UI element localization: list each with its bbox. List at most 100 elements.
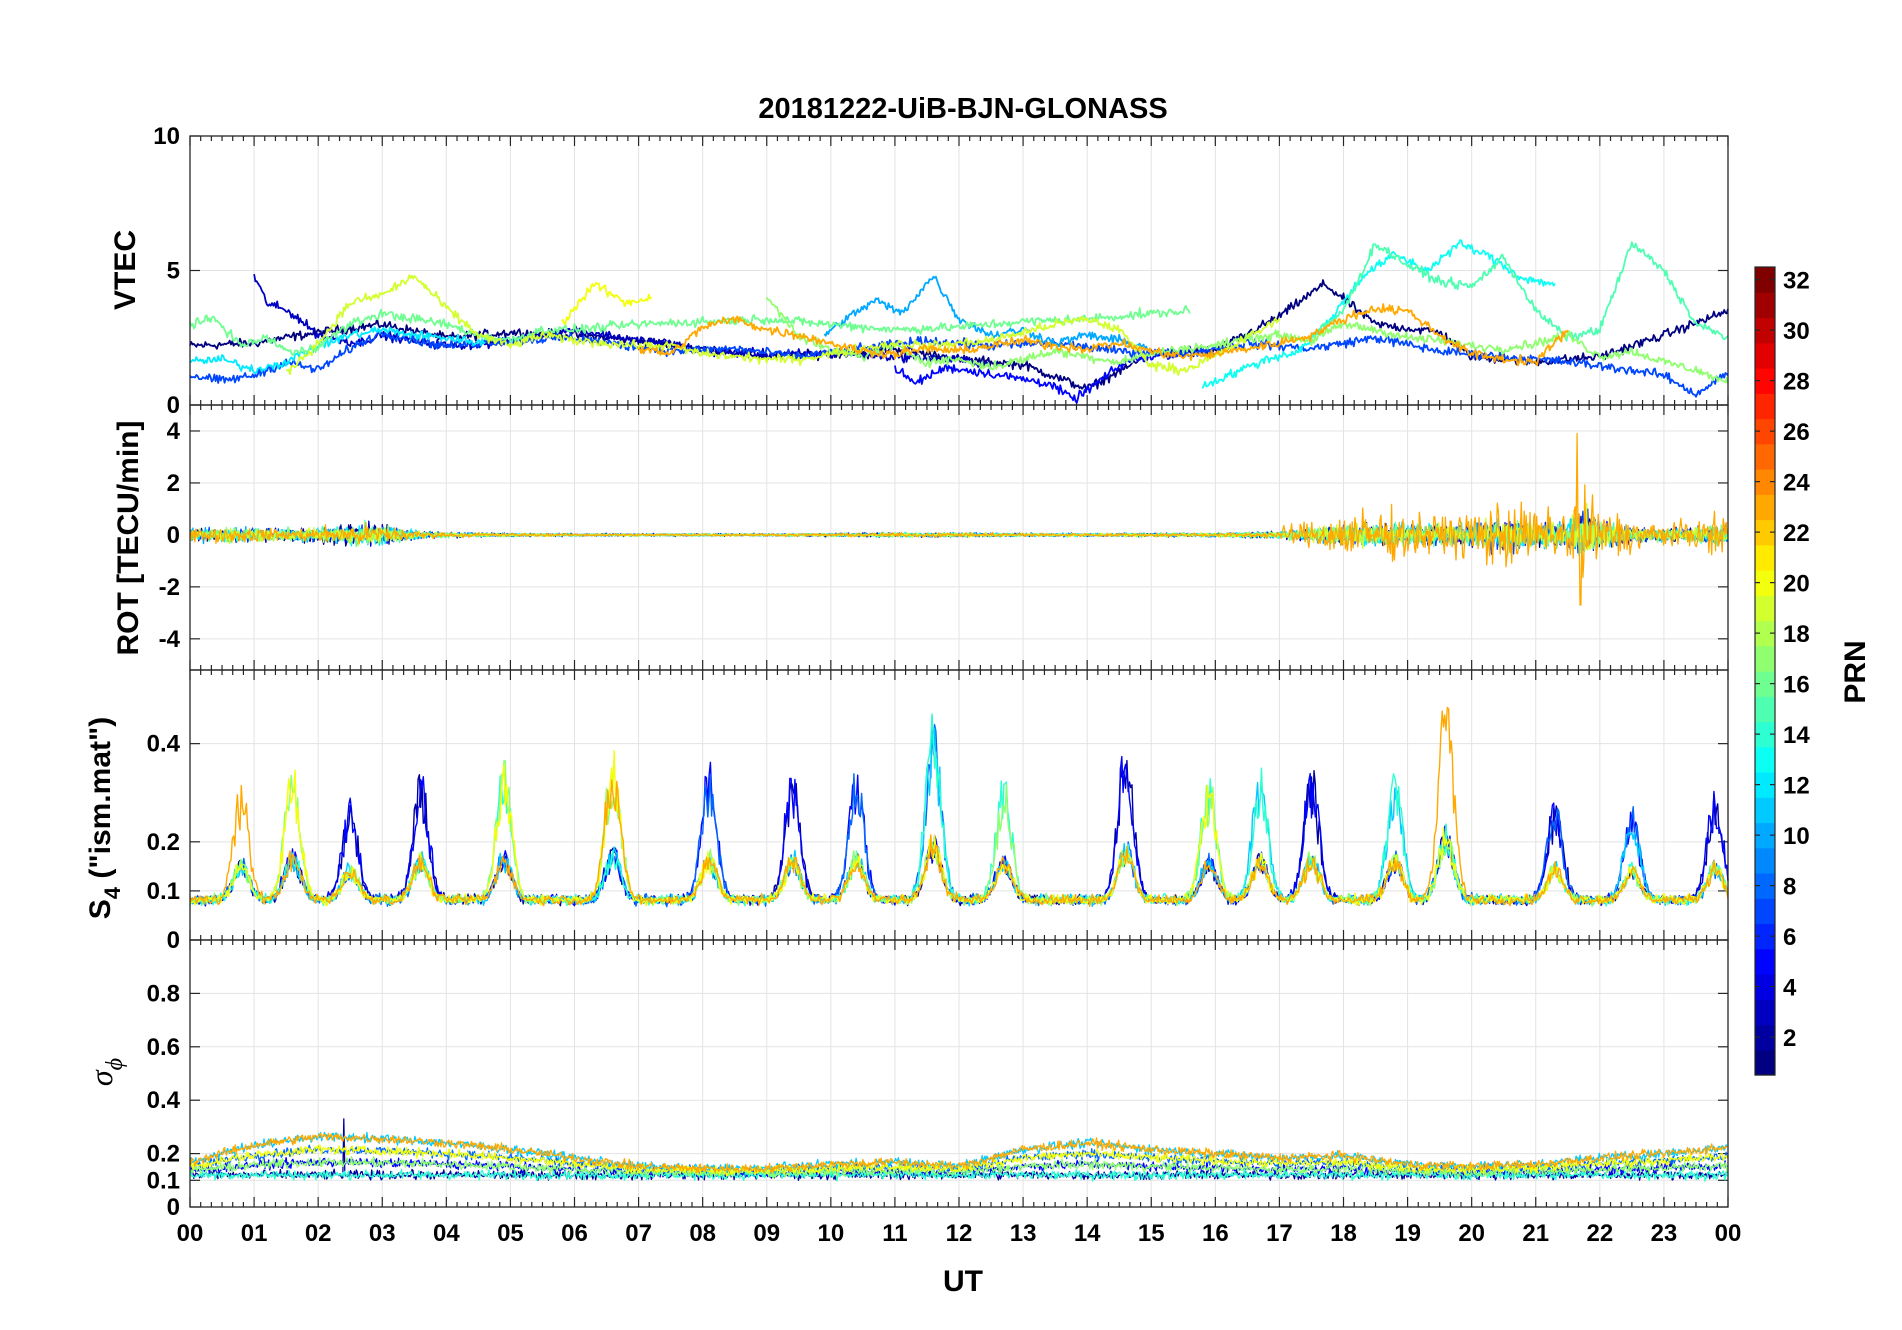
x-tick-label: 16: [1202, 1220, 1229, 1247]
x-tick-label: 22: [1586, 1220, 1613, 1247]
s4-series-prn-20: [189, 750, 1729, 907]
sigma-series-prn-23: [189, 1132, 1728, 1174]
vtec-series-prn-10: [823, 275, 1152, 351]
colorbar-cell: [1755, 1024, 1775, 1051]
colorbar-tick-label: 22: [1783, 520, 1810, 547]
colorbar-tick-label: 8: [1783, 874, 1796, 901]
colorbar-cell: [1755, 797, 1775, 824]
vtec-ylabel: VTEC: [109, 230, 142, 310]
y-tick-label: 10: [153, 123, 180, 150]
colorbar-cell: [1755, 544, 1775, 571]
y-tick-label: 0.6: [147, 1034, 180, 1061]
sigma-ylabel: σϕ: [83, 1058, 128, 1086]
rot-ylabel: ROT [TECU/min]: [112, 421, 145, 656]
vtec-series-prn-7: [189, 329, 1729, 398]
chart-title: 20181222-UiB-BJN-GLONASS: [758, 93, 1167, 125]
colorbar-tick-label: 30: [1783, 318, 1810, 345]
colorbar-tick-label: 32: [1783, 268, 1810, 295]
x-tick-label: 20: [1458, 1220, 1485, 1247]
colorbar-cell: [1755, 393, 1775, 420]
s4-series: [189, 706, 1729, 908]
colorbar-tick-label: 24: [1783, 470, 1810, 497]
colorbar-cell: [1755, 645, 1775, 672]
vtec-series-prn-15: [1310, 241, 1729, 342]
y-tick-label: 0.4: [147, 731, 181, 758]
y-tick-label: 0.2: [147, 1141, 180, 1168]
vtec-series: [189, 239, 1729, 404]
colorbar-cell: [1755, 292, 1775, 319]
y-tick-label: 0.1: [147, 878, 180, 905]
colorbar-cell: [1755, 595, 1775, 622]
s4-ylabel: S4 ("ism.mat"): [84, 717, 125, 919]
colorbar-tick-label: 12: [1783, 773, 1810, 800]
colorbar-cell: [1755, 519, 1775, 546]
colorbar-cell: [1755, 342, 1775, 369]
colorbar-cell: [1755, 974, 1775, 1000]
y-tick-label: 0.4: [147, 1087, 181, 1114]
colorbar-frame: [1754, 266, 1776, 1076]
colorbar-tick-label: 26: [1783, 419, 1810, 446]
colorbar-cell: [1755, 721, 1775, 748]
colorbar-cell: [1755, 696, 1775, 723]
sig-frame: [189, 939, 1729, 1208]
y-tick-label: 2: [167, 470, 180, 497]
colorbar-cell: [1755, 620, 1775, 647]
x-tick-label: 21: [1522, 1220, 1549, 1247]
colorbar-cell: [1755, 671, 1775, 697]
colorbar-cell: [1755, 267, 1775, 293]
x-tick-label: 10: [817, 1220, 844, 1247]
colorbar-cell: [1755, 469, 1775, 495]
s4-ylabel-main: S: [84, 899, 117, 919]
colorbar-label: PRN: [1839, 640, 1872, 703]
sig-series: [189, 1118, 1728, 1182]
colorbar-cell: [1755, 1049, 1775, 1076]
y-tick-label: 0: [167, 927, 180, 954]
colorbar-tick-label: 14: [1783, 722, 1810, 749]
sigma-phi-panel: 00.10.2 0.4 0.6 0.8 00 01 02 03 04 05 06 07 08 09 10 11…: [147, 939, 1741, 1247]
y-tick-label: 0.2: [147, 829, 180, 856]
colorbar-cell: [1755, 999, 1775, 1026]
y-tick-label: 0.1: [147, 1167, 180, 1194]
colorbar-tick-label: 20: [1783, 571, 1810, 598]
x-tick-label: 18: [1330, 1220, 1357, 1247]
x-tick-label: 17: [1266, 1220, 1293, 1247]
s4-panel: 0 0.1 0.2 0.4: [147, 669, 1729, 954]
x-tick-label: 01: [241, 1220, 268, 1247]
colorbar-cell: [1755, 948, 1775, 975]
x-tick-label: 07: [625, 1220, 652, 1247]
colorbar-cell: [1755, 746, 1775, 773]
x-tick-label: 05: [497, 1220, 524, 1247]
x-tick-label: 00: [177, 1220, 204, 1247]
vtec-series-prn-13: [1201, 239, 1556, 389]
y-tick-label: 0: [167, 522, 180, 549]
sigma-series-prn-14: [189, 1168, 1728, 1182]
colorbar-tick-label: 2: [1783, 1025, 1796, 1052]
rot-panel: -4 -2 0 2 4: [159, 404, 1729, 671]
colorbar-cell: [1755, 923, 1775, 950]
colorbar-cell: [1755, 898, 1775, 925]
y-tick-label: 0: [167, 392, 180, 419]
rot-series: [189, 432, 1728, 606]
colorbar-tick-label: 4: [1783, 975, 1797, 1002]
vtec-series-prn-19: [285, 274, 1281, 376]
x-tick-label: 23: [1651, 1220, 1678, 1247]
x-tick-label: 19: [1394, 1220, 1421, 1247]
vtec-series-prn-20: [561, 281, 653, 325]
colorbar-cell: [1755, 418, 1775, 445]
y-tick-label: 0: [167, 1194, 180, 1221]
x-tick-label: 09: [753, 1220, 780, 1247]
colorbar-cell: [1755, 443, 1775, 470]
y-tick-label: 5: [167, 258, 180, 285]
x-tick-label: 08: [689, 1220, 716, 1247]
y-tick-label: -2: [159, 574, 180, 601]
colorbar-cell: [1755, 772, 1775, 798]
x-tick-label: 06: [561, 1220, 588, 1247]
colorbar-cell: [1755, 317, 1775, 344]
colorbar-cell: [1755, 570, 1775, 596]
colorbar-cell: [1755, 822, 1775, 849]
x-axis-label: UT: [943, 1265, 983, 1298]
colorbar-tick-label: 10: [1783, 823, 1810, 850]
colorbar-cell: [1755, 847, 1775, 874]
